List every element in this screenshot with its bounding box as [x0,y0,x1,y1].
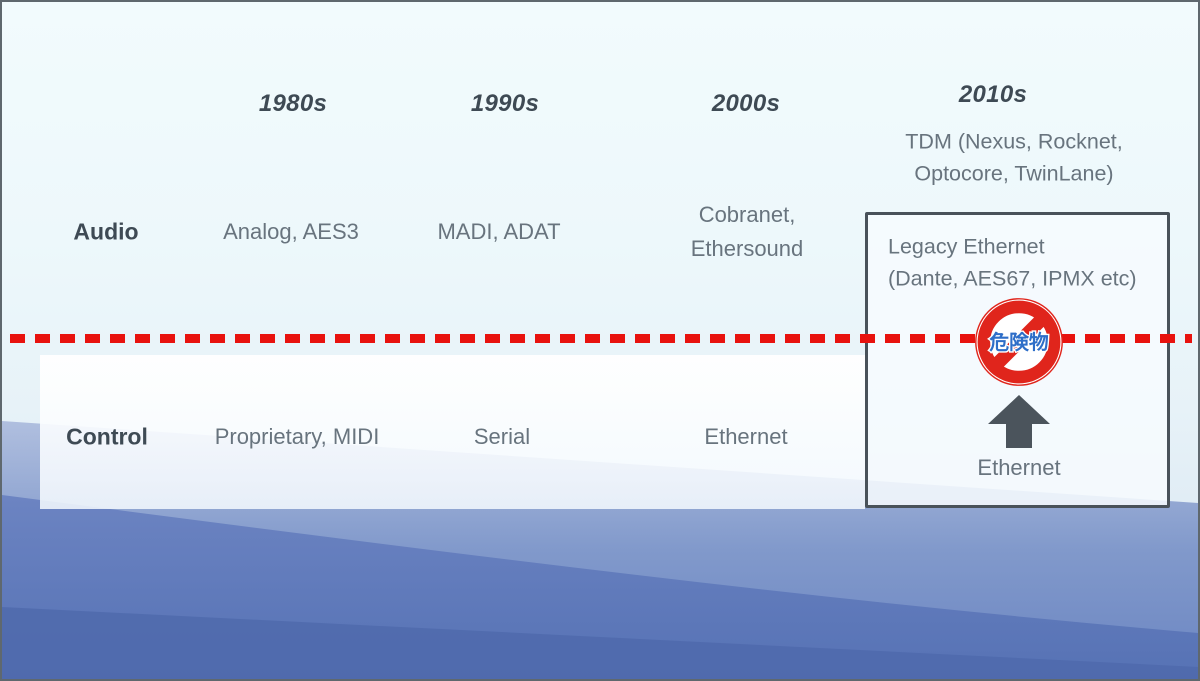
up-arrow-icon [988,395,1050,448]
audio-2010s-tdm-line2: Optocore, TwinLane) [914,161,1114,186]
audio-2010s-tdm-line1: TDM (Nexus, Rocknet, [905,129,1123,154]
no-dangerous-goods-sign-icon: 危険物 [975,298,1063,386]
audio-2010s-box-line1: Legacy Ethernet [888,234,1045,259]
decade-header-1990s: 1990s [470,90,540,117]
row-label-control: Control [66,423,148,450]
audio-2000s-cell-line1: Cobranet, [698,202,796,227]
control-1990s-cell: Serial [473,424,531,449]
sign-kanji-text: 危険物 [989,331,1049,354]
control-2010s-arrow-label: Ethernet [977,455,1061,480]
audio-1980s-cell: Analog, AES3 [223,219,359,244]
control-2000s-cell: Ethernet [704,424,788,449]
control-row-panel [40,355,865,509]
audio-2010s-box-line2: (Dante, AES67, IPMX etc) [888,266,1137,291]
control-1980s-cell: Proprietary, MIDI [214,424,380,449]
decade-header-2000s: 2000s [711,90,781,117]
audio-control-divider-dashed-line [10,334,1192,343]
audio-1990s-cell: MADI, ADAT [437,219,561,244]
decade-header-2010s: 2010s [958,81,1028,108]
decade-header-1980s: 1980s [258,90,328,117]
row-label-audio: Audio [73,218,139,245]
audio-2000s-cell-line2: Ethersound [690,236,804,261]
